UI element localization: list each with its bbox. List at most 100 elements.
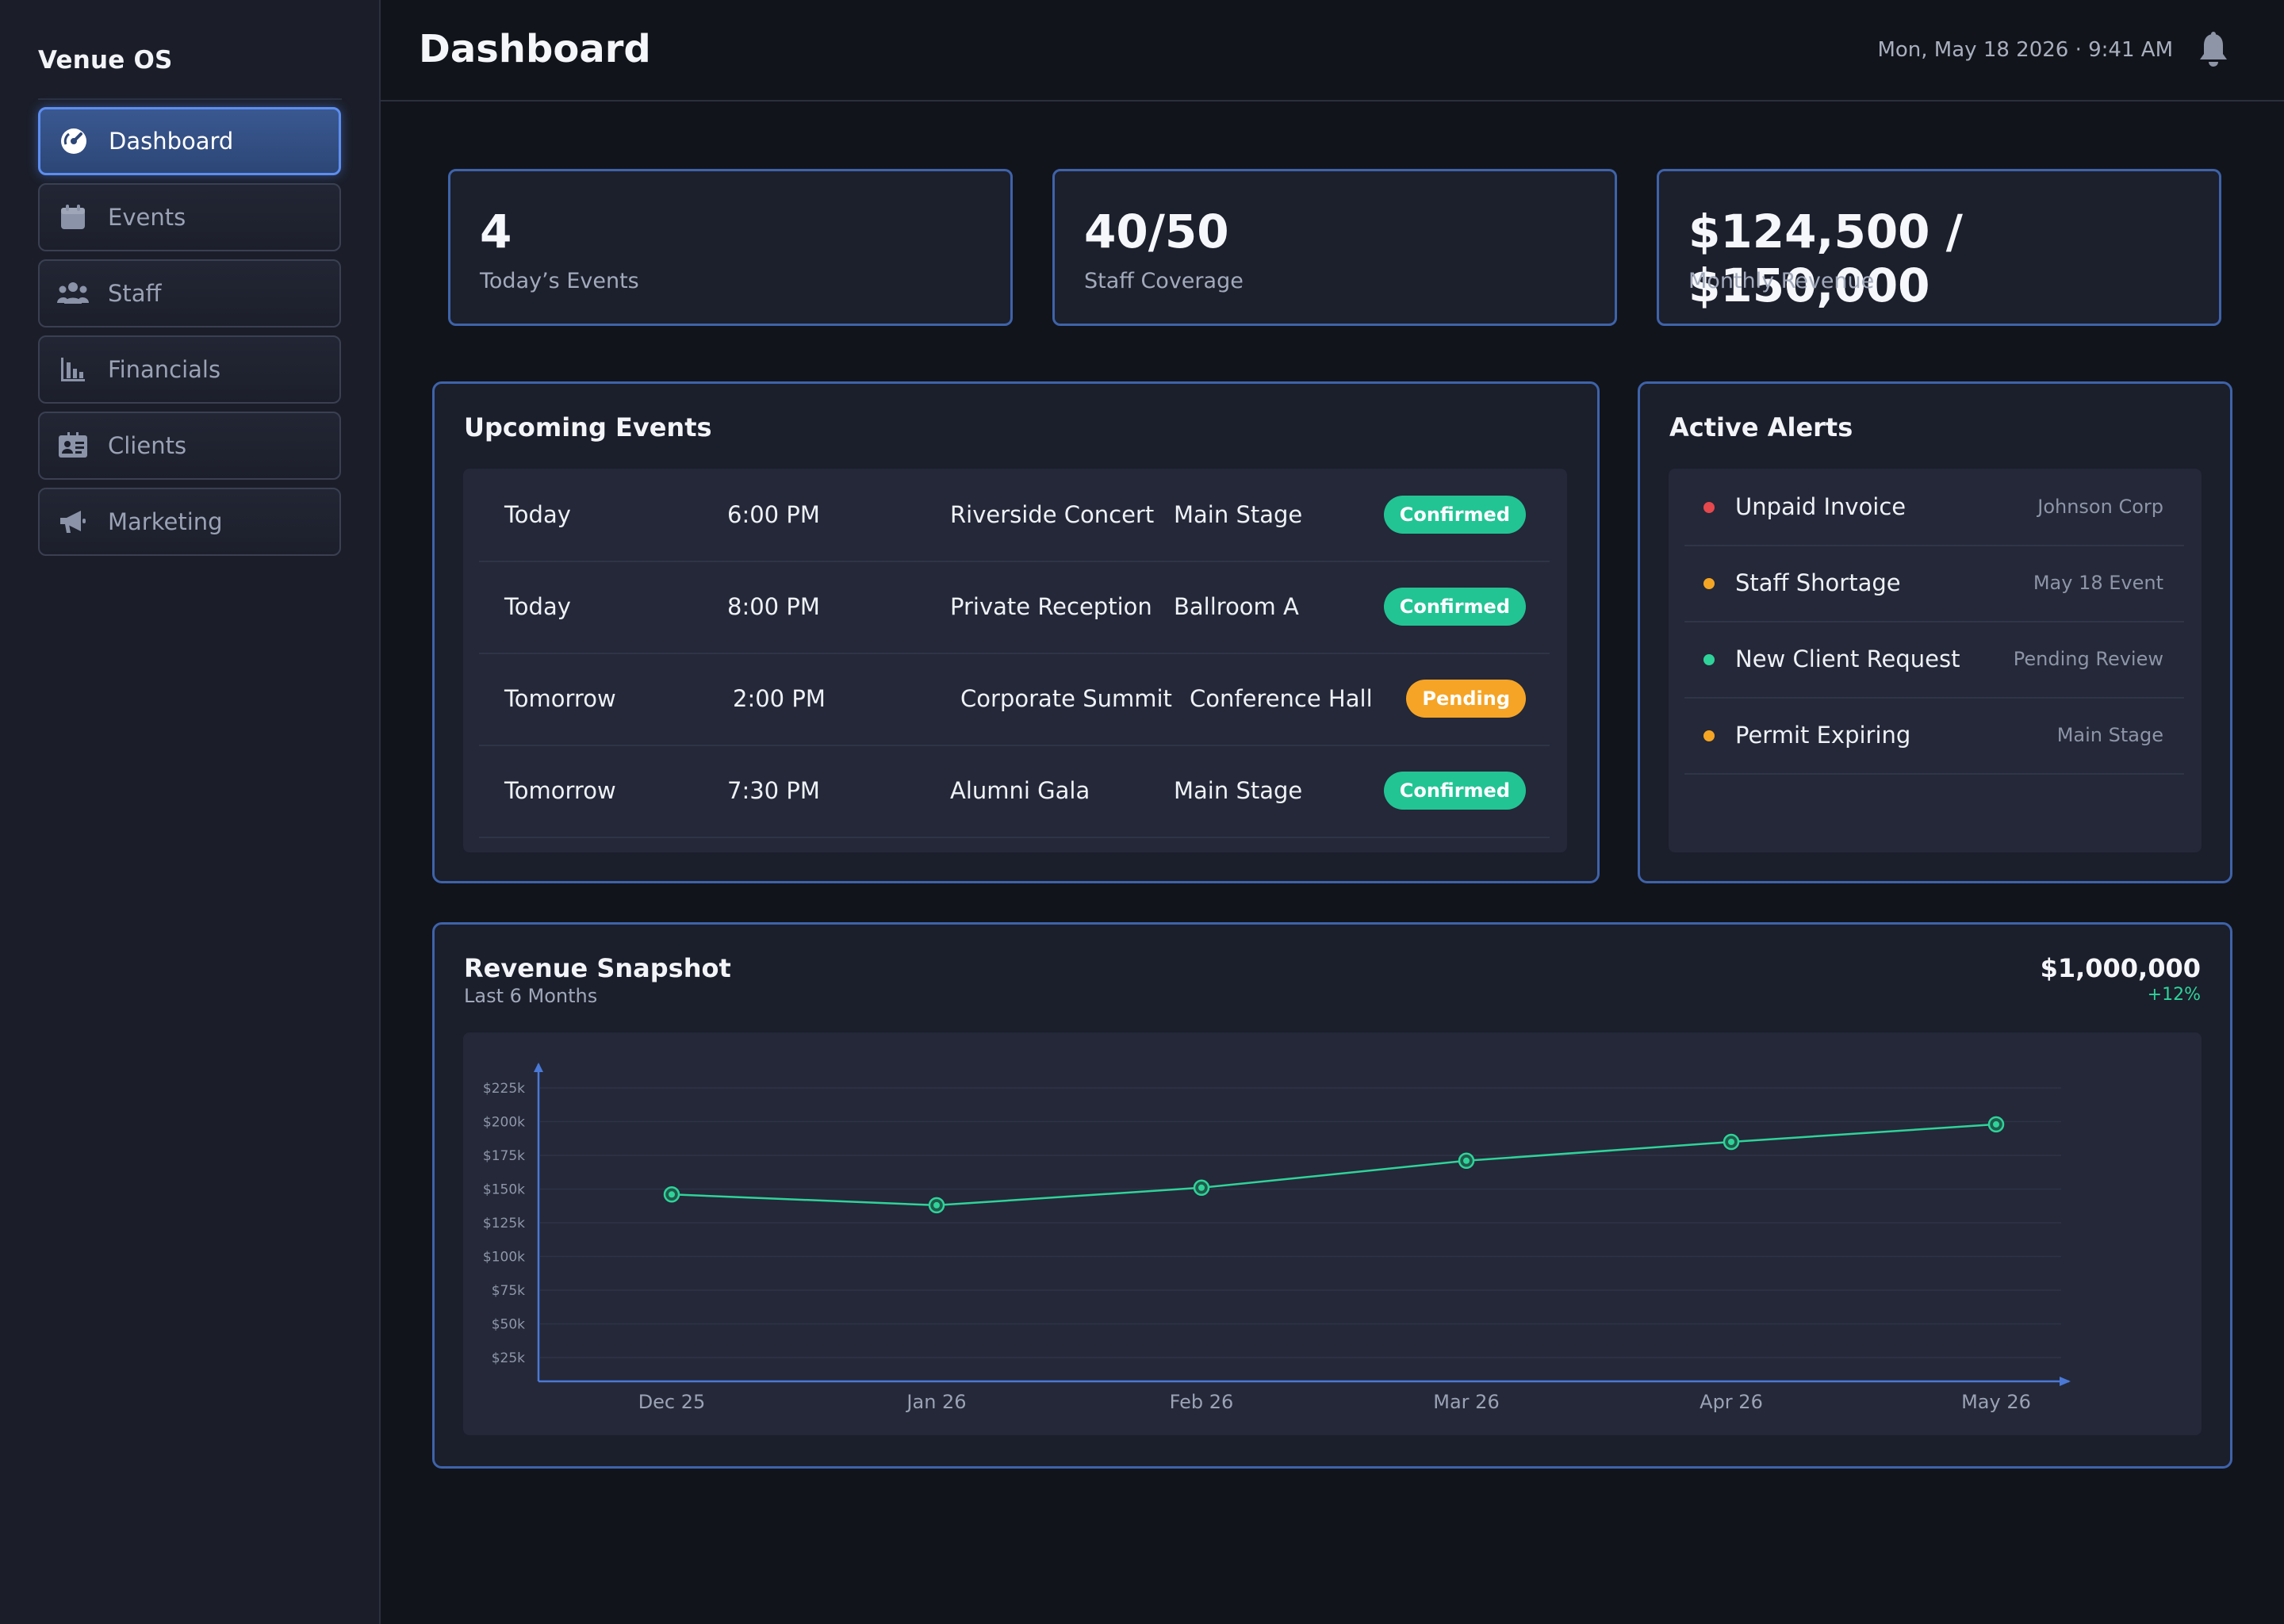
users-icon: [57, 278, 89, 309]
stat-value: $124,500 / $150,000: [1688, 205, 1963, 312]
y-tick-label: $75k: [492, 1283, 525, 1299]
contact-card-icon: [57, 430, 89, 462]
alert-title: Unpaid Invoice: [1735, 493, 1907, 520]
y-tick-label: $100k: [483, 1250, 525, 1266]
sidebar-item-staff[interactable]: Staff: [38, 259, 341, 327]
x-tick-label: Dec 25: [638, 1391, 706, 1413]
y-tick-label: $25k: [492, 1350, 525, 1366]
y-tick-label: $175k: [483, 1148, 525, 1164]
sidebar-item-dashboard[interactable]: Dashboard: [38, 107, 341, 175]
event-day: Today: [504, 593, 571, 620]
x-tick-label: Mar 26: [1433, 1391, 1499, 1413]
series-line: [671, 1123, 1997, 1207]
stat-card-monthly-revenue: $124,500 / $150,000 Monthly Revenue: [1657, 169, 2221, 326]
sidebar-item-clients[interactable]: Clients: [38, 412, 341, 480]
event-day: Tomorrow: [504, 685, 616, 712]
revenue-line-chart: $25k $50k $75k $100k $125k $150k $175k $200k $22…: [483, 1063, 2071, 1413]
upcoming-events-panel: Upcoming Events Today 6:00 PM Riverside …: [432, 381, 1600, 883]
stat-label: Monthly Revenue: [1688, 269, 1875, 293]
megaphone-icon: [57, 506, 89, 538]
revenue-total: $1,000,000: [2040, 953, 2201, 983]
bell-icon[interactable]: [2197, 32, 2230, 68]
event-location: Main Stage: [1174, 501, 1303, 528]
status-dot: [1703, 578, 1715, 589]
panel-title: Upcoming Events: [464, 412, 712, 442]
sidebar-item-label: Clients: [108, 432, 187, 459]
events-table: Today 6:00 PM Riverside Concert Main Sta…: [463, 469, 1567, 852]
calendar-icon: [57, 201, 89, 233]
status-dot: [1703, 730, 1715, 741]
event-location: Main Stage: [1174, 777, 1303, 804]
stat-value: 40/50: [1084, 205, 1229, 259]
status-badge: Confirmed: [1383, 772, 1526, 810]
event-time: 7:30 PM: [727, 777, 820, 804]
header-datetime: Mon, May 18 2026 · 9:41 AM: [1877, 38, 2173, 62]
y-axis-arrow: [534, 1063, 543, 1072]
y-tick-label: $225k: [483, 1081, 525, 1097]
sidebar-item-label: Marketing: [108, 508, 223, 535]
data-point-center: [933, 1201, 940, 1208]
data-point-center: [1198, 1184, 1205, 1191]
event-location: Ballroom A: [1174, 593, 1299, 620]
x-tick-label: Apr 26: [1700, 1391, 1763, 1413]
event-name: Private Reception: [950, 593, 1152, 620]
sidebar-item-financials[interactable]: Financials: [38, 335, 341, 404]
stat-card-staff-coverage: 40/50 Staff Coverage: [1052, 169, 1617, 326]
panel-title: Revenue Snapshot: [464, 953, 731, 983]
event-name: Riverside Concert: [950, 501, 1155, 528]
data-point-center: [1728, 1139, 1734, 1145]
page-title: Dashboard: [419, 27, 651, 71]
list-item[interactable]: Permit Expiring Main Stage: [1684, 697, 2184, 775]
revenue-change: +12%: [2147, 985, 2201, 1005]
sidebar-item-label: Staff: [108, 280, 162, 307]
stat-card-todays-events: 4 Today’s Events: [448, 169, 1013, 326]
table-row[interactable]: Tomorrow 7:30 PM Alumni Gala Main Stage …: [479, 745, 1550, 838]
event-name: Corporate Summit: [960, 685, 1172, 712]
sidebar-item-events[interactable]: Events: [38, 183, 341, 251]
panel-title: Active Alerts: [1669, 412, 1853, 442]
y-tick-label: $125k: [483, 1216, 525, 1231]
event-name: Alumni Gala: [950, 777, 1090, 804]
list-item[interactable]: New Client Request Pending Review: [1684, 621, 2184, 699]
x-tick-label: Feb 26: [1170, 1391, 1234, 1413]
table-row[interactable]: Today 6:00 PM Riverside Concert Main Sta…: [479, 469, 1550, 562]
stat-value: 4: [480, 205, 512, 259]
panel-subtitle: Last 6 Months: [464, 985, 598, 1007]
status-badge: Confirmed: [1383, 588, 1526, 626]
alert-meta: Pending Review: [2013, 648, 2163, 670]
event-time: 2:00 PM: [733, 685, 826, 712]
sidebar-item-label: Dashboard: [109, 128, 234, 155]
sidebar-divider: [38, 98, 342, 100]
list-item[interactable]: Staff Shortage May 18 Event: [1684, 545, 2184, 622]
alert-meta: Main Stage: [2056, 724, 2163, 746]
status-dot: [1703, 502, 1715, 513]
event-day: Today: [504, 501, 571, 528]
sidebar-item-label: Events: [108, 204, 186, 231]
data-point-center: [669, 1191, 675, 1198]
alert-title: Permit Expiring: [1735, 722, 1911, 749]
data-point-center: [1993, 1120, 1999, 1128]
sidebar-item-marketing[interactable]: Marketing: [38, 488, 341, 556]
header-divider: [381, 100, 2284, 102]
alert-meta: Johnson Corp: [2037, 496, 2163, 518]
bar-chart-icon: [57, 354, 89, 385]
table-row[interactable]: Tomorrow 2:00 PM Corporate Summit Confer…: [479, 653, 1550, 746]
alert-title: New Client Request: [1735, 645, 1960, 672]
app-title: Venue OS: [38, 46, 173, 75]
list-item[interactable]: Unpaid Invoice Johnson Corp: [1684, 469, 2184, 546]
alert-title: Staff Shortage: [1735, 569, 1901, 596]
event-location: Conference Hall: [1190, 685, 1373, 712]
sidebar: Venue OS Dashboard: [0, 0, 381, 1624]
active-alerts-panel: Active Alerts Unpaid Invoice Johnson Cor…: [1638, 381, 2232, 883]
alert-meta: May 18 Event: [2033, 572, 2163, 594]
x-axis-arrow: [2060, 1377, 2071, 1386]
dashboard-gauge-icon: [58, 125, 90, 157]
y-tick-label: $150k: [483, 1182, 525, 1198]
y-tick-label: $200k: [483, 1115, 525, 1131]
data-point-center: [1463, 1157, 1470, 1164]
stat-label: Today’s Events: [480, 269, 639, 293]
revenue-snapshot-panel: Revenue Snapshot Last 6 Months $1,000,00…: [432, 922, 2232, 1469]
alerts-list: Unpaid Invoice Johnson Corp Staff Shorta…: [1669, 469, 2202, 852]
table-row[interactable]: Today 8:00 PM Private Reception Ballroom…: [479, 561, 1550, 654]
